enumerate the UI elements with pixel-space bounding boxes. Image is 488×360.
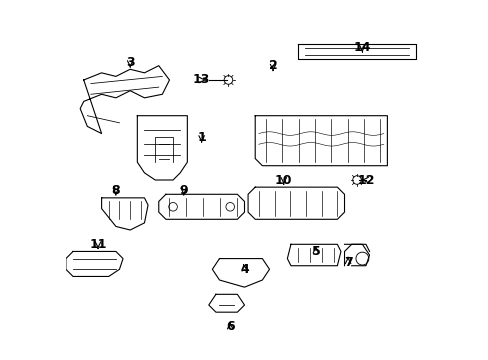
Polygon shape — [287, 244, 340, 266]
Text: 8: 8 — [111, 184, 120, 197]
Text: 12: 12 — [356, 174, 374, 186]
Text: 3: 3 — [125, 55, 134, 69]
Text: 13: 13 — [193, 73, 210, 86]
Polygon shape — [137, 116, 187, 180]
Polygon shape — [159, 194, 244, 219]
Polygon shape — [298, 44, 415, 59]
Text: 11: 11 — [89, 238, 106, 251]
Text: 4: 4 — [240, 263, 248, 276]
Polygon shape — [102, 198, 148, 230]
Text: 2: 2 — [268, 59, 277, 72]
Polygon shape — [208, 294, 244, 312]
Text: 5: 5 — [311, 245, 320, 258]
Text: 14: 14 — [353, 41, 370, 54]
Polygon shape — [212, 258, 269, 287]
Text: 10: 10 — [274, 174, 292, 186]
Text: 9: 9 — [179, 184, 188, 197]
Text: 7: 7 — [343, 256, 352, 269]
Polygon shape — [247, 187, 344, 219]
Text: 1: 1 — [197, 131, 205, 144]
Polygon shape — [255, 116, 386, 166]
Polygon shape — [66, 251, 123, 276]
Text: 6: 6 — [225, 320, 234, 333]
